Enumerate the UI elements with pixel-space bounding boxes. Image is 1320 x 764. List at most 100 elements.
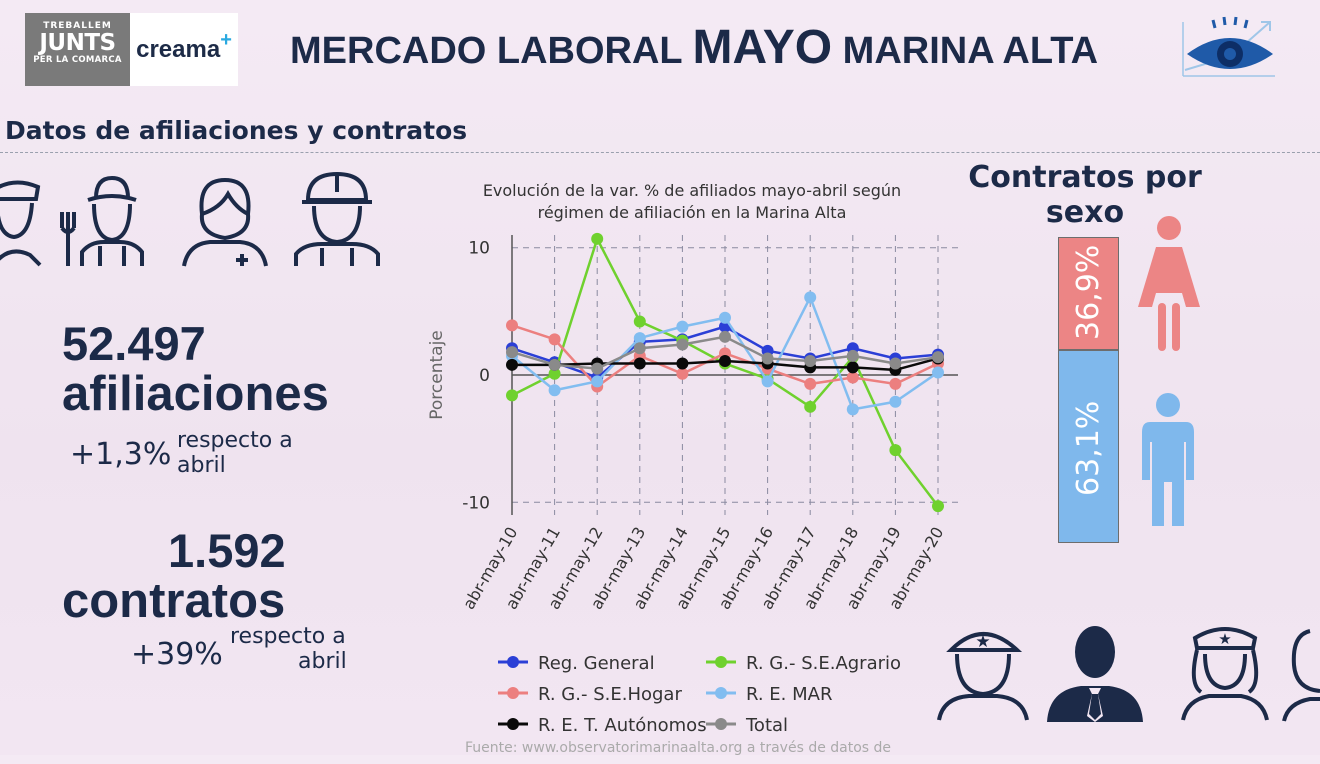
creama-plus: + — [220, 29, 232, 51]
svg-text:★: ★ — [975, 632, 990, 652]
series-point-5 — [506, 346, 518, 359]
woman-icon — [1138, 216, 1200, 351]
line-chart: Evolución de la var. % de afiliados mayo… — [410, 170, 970, 760]
chart-svg: Evolución de la var. % de afiliados mayo… — [427, 181, 958, 756]
series-point-4 — [506, 358, 518, 371]
legend-label: Total — [745, 715, 788, 736]
series-point-1 — [506, 389, 518, 402]
male-bar: 63,1% — [1058, 350, 1119, 543]
series-point-2 — [804, 377, 817, 390]
series-point-1 — [591, 232, 604, 245]
series-point-5 — [761, 352, 774, 365]
divider — [0, 152, 1320, 153]
afiliaciones-change: +1,3% — [70, 437, 172, 472]
person-partial-icon — [1282, 629, 1320, 722]
series-point-5 — [889, 357, 902, 370]
sex-title-line2: sexo — [1045, 195, 1125, 230]
eye-logo-icon — [1182, 16, 1275, 77]
legend-label: R. E. T. Autónomos — [538, 715, 707, 736]
legend-swatch-dot — [715, 656, 727, 668]
series-point-3 — [633, 332, 646, 345]
y-axis-label: Porcentaje — [427, 330, 447, 420]
worker-helmet-icon — [294, 171, 380, 266]
series-point-1 — [548, 367, 561, 380]
nurse-icon — [182, 177, 268, 267]
legend-swatch-dot — [507, 718, 519, 730]
svg-text:★: ★ — [1218, 630, 1231, 648]
series-point-5 — [719, 330, 731, 343]
logo-line2: JUNTS — [39, 30, 116, 56]
series-point-1 — [889, 444, 902, 457]
series-point-2 — [846, 371, 859, 384]
legend-swatch-dot — [715, 718, 727, 730]
series-point-5 — [548, 358, 561, 371]
y-tick-label: 10 — [468, 239, 490, 259]
afiliaciones-label: afiliaciones — [62, 367, 329, 421]
legend-label: R. E. MAR — [746, 684, 832, 705]
series-point-3 — [889, 395, 902, 408]
series-point-5 — [932, 351, 944, 364]
series-point-5 — [676, 338, 689, 351]
female-bar-label: 36,9% — [1071, 244, 1106, 340]
series-point-3 — [676, 320, 689, 333]
series-point-5 — [846, 349, 859, 362]
contratos-value: 1.592 — [168, 524, 286, 577]
sex-chart-title: Contratos por sexo — [960, 160, 1210, 230]
title-part1: MERCADO LABORAL — [290, 30, 682, 72]
series-point-2 — [889, 377, 902, 390]
series-point-3 — [804, 291, 817, 304]
contratos-label: contratos — [62, 574, 286, 628]
police-icon — [0, 180, 42, 267]
contratos-change: +39% — [131, 637, 223, 672]
stewardess-icon: ★ — [1181, 627, 1269, 721]
series-point-5 — [804, 355, 817, 367]
series-point-2 — [506, 319, 518, 332]
series-point-1 — [932, 500, 944, 513]
creama-logo: creama + — [130, 13, 238, 86]
creama-text: creama — [136, 35, 221, 63]
afiliaciones-ref2: abril — [177, 453, 226, 478]
series-point-3 — [591, 375, 604, 388]
series-point-2 — [676, 367, 689, 380]
logo-line1: TREBALLEM — [43, 21, 112, 31]
businessman-icon — [1047, 626, 1143, 722]
y-tick-label: -10 — [462, 493, 490, 513]
series-point-4 — [633, 357, 646, 370]
section-title: Datos de afiliaciones y contratos — [5, 116, 468, 145]
afiliaciones-ref1: respecto a — [177, 428, 293, 453]
contratos-ref1: respecto a — [230, 624, 346, 649]
man-icon — [1142, 393, 1194, 526]
legend-label: Reg. General — [538, 653, 655, 674]
series-point-4 — [846, 361, 859, 374]
treballem-junts-logo: TREBALLEM JUNTS PER LA COMARCA — [25, 13, 130, 86]
page-title: MERCADO LABORAL MAYO MARINA ALTA — [290, 20, 1110, 79]
series-point-3 — [932, 366, 944, 379]
contratos-ref2: abril — [298, 649, 347, 674]
source-footnote: Fuente: www.observatorimarinaalta.org a … — [465, 740, 891, 756]
series-point-1 — [633, 315, 646, 328]
series-point-1 — [804, 400, 817, 413]
series-point-5 — [591, 362, 604, 375]
series-point-4 — [719, 355, 731, 367]
sex-title-line1: Contratos por — [968, 160, 1202, 195]
title-part3: MARINA ALTA — [842, 30, 1099, 72]
title-part2: MAYO — [692, 21, 833, 74]
y-tick-label: 0 — [479, 366, 490, 386]
logo-line3: PER LA COMARCA — [33, 55, 122, 65]
legend-label: R. G.- S.E.Agrario — [746, 653, 901, 674]
officer-icon: ★ — [937, 632, 1029, 721]
female-bar: 36,9% — [1058, 237, 1119, 350]
series-point-2 — [548, 333, 561, 346]
series-point-3 — [719, 311, 731, 324]
legend-label: R. G.- S.E.Hogar — [538, 684, 682, 705]
legend-swatch-dot — [507, 656, 519, 668]
legend-swatch-dot — [507, 687, 519, 699]
legend-swatch-dot — [715, 687, 727, 699]
male-bar-label: 63,1% — [1071, 400, 1106, 496]
series-point-3 — [846, 403, 859, 416]
chart-title-line1: Evolución de la var. % de afiliados mayo… — [483, 181, 901, 200]
series-point-4 — [676, 357, 689, 370]
afiliaciones-value: 52.497 — [62, 317, 206, 370]
series-point-3 — [548, 384, 561, 397]
chart-title-line2: régimen de afiliación en la Marina Alta — [538, 203, 847, 222]
